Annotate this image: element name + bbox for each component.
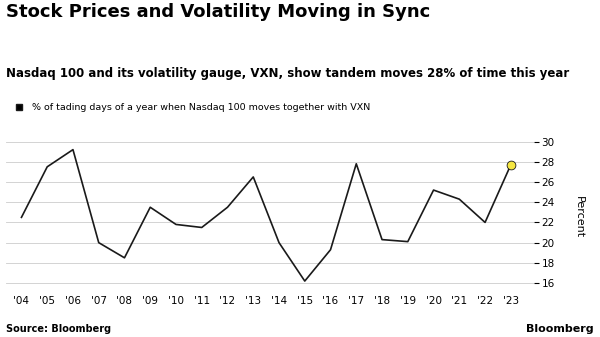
Legend: % of tading days of a year when Nasdaq 100 moves together with VXN: % of tading days of a year when Nasdaq 1… xyxy=(6,99,374,116)
Text: Source: Bloomberg: Source: Bloomberg xyxy=(6,324,111,334)
Text: Nasdaq 100 and its volatility gauge, VXN, show tandem moves 28% of time this yea: Nasdaq 100 and its volatility gauge, VXN… xyxy=(6,67,569,81)
Point xyxy=(506,162,515,167)
Text: Bloomberg: Bloomberg xyxy=(526,324,594,334)
Y-axis label: Percent: Percent xyxy=(574,196,584,238)
Text: Stock Prices and Volatility Moving in Sync: Stock Prices and Volatility Moving in Sy… xyxy=(6,3,430,21)
